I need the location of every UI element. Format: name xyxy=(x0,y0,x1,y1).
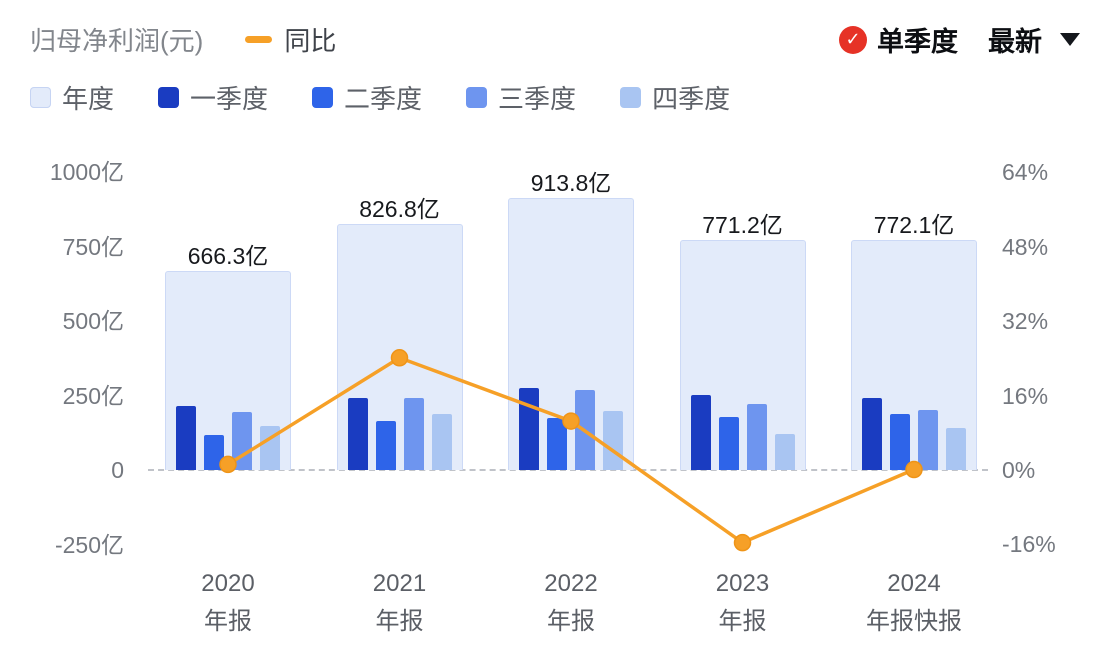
y-axis-tick-right: 0% xyxy=(1002,457,1036,483)
legend-item-q3[interactable]: 三季度 xyxy=(466,79,576,116)
quarter-bar-q4[interactable] xyxy=(431,414,452,470)
x-axis-year-label: 2024 xyxy=(887,570,941,597)
y-axis-tick-left: 1000亿 xyxy=(49,159,124,185)
y-axis-tick-right: 16% xyxy=(1002,382,1049,409)
yoy-line-swatch-icon xyxy=(245,36,273,43)
latest-dropdown-label[interactable]: 最新 xyxy=(988,27,1042,57)
chart-title: 归母净利润(元) xyxy=(30,26,204,56)
yoy-point[interactable] xyxy=(562,412,580,430)
zero-gridline xyxy=(148,469,988,471)
quarter-bar-q4[interactable] xyxy=(946,427,966,470)
check-icon: ✓ xyxy=(845,29,861,49)
quarter-bar-q1[interactable] xyxy=(347,398,368,470)
legend-label-q4: 四季度 xyxy=(652,84,731,114)
quarter-bar-q1[interactable] xyxy=(690,395,711,470)
annual-value-label: 666.3亿 xyxy=(187,243,269,270)
y-axis-tick-right: 64% xyxy=(1002,159,1049,186)
annual-value-label: 826.8亿 xyxy=(359,195,440,222)
annual-swatch-icon xyxy=(30,87,51,108)
quarter-bar-q4[interactable] xyxy=(774,433,795,470)
x-axis-period-label: 年报 xyxy=(204,608,252,635)
x-axis-period-label: 年报 xyxy=(718,608,767,635)
quarter-bar-q3[interactable] xyxy=(918,410,938,470)
q3-swatch-icon xyxy=(466,87,488,108)
y-axis-tick-right: -16% xyxy=(1002,531,1056,558)
legend-item-q4[interactable]: 四季度 xyxy=(620,79,730,116)
chevron-down-icon[interactable] xyxy=(1060,33,1080,46)
legend-label-annual: 年度 xyxy=(62,84,115,114)
annual-value-label: 913.8亿 xyxy=(530,169,612,196)
x-axis-year-label: 2023 xyxy=(715,570,770,597)
quarter-bar-q1[interactable] xyxy=(176,405,196,470)
annual-value-label: 772.1亿 xyxy=(873,211,955,238)
x-axis-period-label: 年报 xyxy=(547,608,595,635)
header-controls: ✓ 单季度 最新 xyxy=(839,20,1080,59)
quarter-bar-q2[interactable] xyxy=(375,421,396,470)
y-axis-tick-right: 32% xyxy=(1002,308,1049,334)
annual-value-label: 771.2亿 xyxy=(702,212,783,239)
y-axis-tick-right: 48% xyxy=(1002,233,1049,260)
yoy-legend[interactable]: 同比 xyxy=(245,21,336,58)
q1-swatch-icon xyxy=(158,87,180,108)
yoy-point[interactable] xyxy=(390,349,409,367)
q2-swatch-icon xyxy=(312,87,334,108)
quarter-bar-q3[interactable] xyxy=(746,403,767,470)
legend-item-q2[interactable]: 二季度 xyxy=(312,79,422,116)
quarter-bar-q2[interactable] xyxy=(890,414,910,470)
series-legend: 年度 一季度 二季度 三季度 四季度 xyxy=(0,79,1108,116)
y-axis-tick-left: 500亿 xyxy=(62,308,124,334)
x-axis-year-label: 2021 xyxy=(372,570,427,597)
quarter-bar-q1[interactable] xyxy=(862,397,882,470)
legend-item-q1[interactable]: 一季度 xyxy=(158,79,268,116)
legend-item-annual[interactable]: 年度 xyxy=(30,79,114,116)
legend-label-q3: 三季度 xyxy=(498,84,577,114)
chart-header: 归母净利润(元) 同比 ✓ 单季度 最新 xyxy=(0,0,1108,59)
y-axis-tick-left: 750亿 xyxy=(62,233,124,260)
x-axis-period-label: 年报快报 xyxy=(866,608,962,635)
x-axis-year-label: 2020 xyxy=(201,570,255,597)
yoy-point[interactable] xyxy=(905,460,923,479)
quarter-bar-q3[interactable] xyxy=(403,398,424,470)
yoy-line xyxy=(227,355,915,545)
q4-swatch-icon xyxy=(620,87,642,108)
quarter-mode-toggle[interactable]: 单季度 xyxy=(877,27,958,57)
check-circle-icon[interactable]: ✓ xyxy=(839,25,867,54)
y-axis-tick-left: -250亿 xyxy=(54,531,124,558)
quarter-bar-q2[interactable] xyxy=(204,434,224,470)
legend-label-q1: 一季度 xyxy=(190,84,269,114)
x-axis-year-label: 2022 xyxy=(544,570,598,597)
yoy-legend-label: 同比 xyxy=(284,26,337,56)
quarter-bar-q3[interactable] xyxy=(232,411,252,470)
quarter-bar-q2[interactable] xyxy=(547,418,567,470)
legend-label-q2: 二季度 xyxy=(344,84,423,114)
x-axis-period-label: 年报 xyxy=(375,608,424,635)
y-axis-tick-left: 0 xyxy=(111,457,124,483)
y-axis-tick-left: 250亿 xyxy=(62,382,124,409)
yoy-point[interactable] xyxy=(219,455,237,474)
yoy-point[interactable] xyxy=(733,533,752,552)
quarter-bar-q2[interactable] xyxy=(718,417,739,470)
